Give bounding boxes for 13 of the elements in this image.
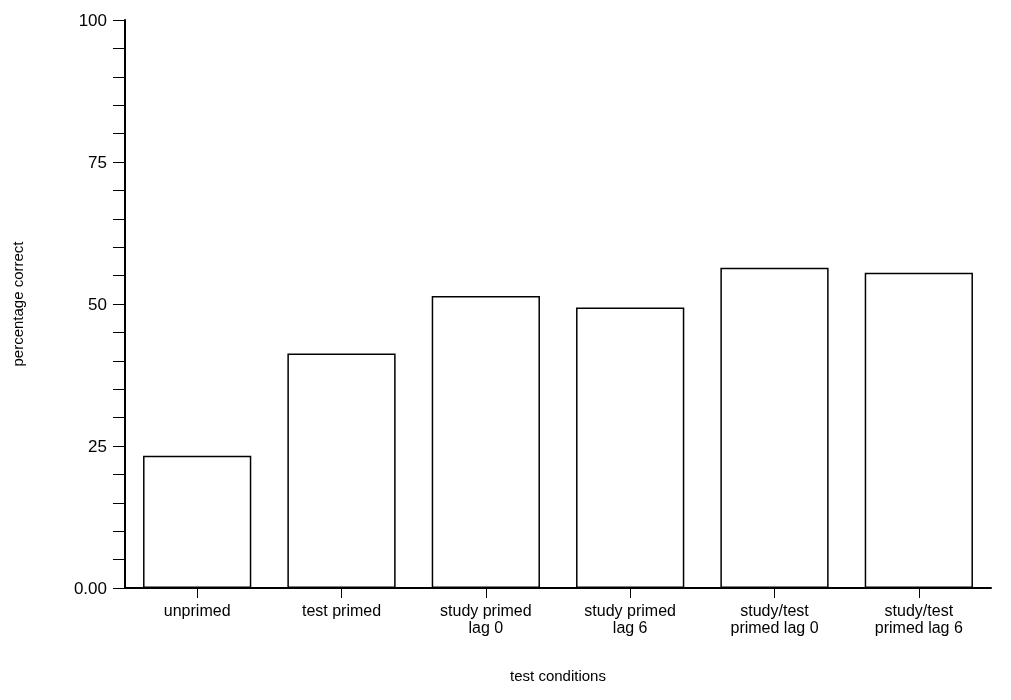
y-tick-label: 50 — [88, 294, 107, 314]
y-tick-label: 0.00 — [73, 578, 107, 598]
x-tick-label: study/test primed lag 0 — [730, 602, 819, 636]
x-tick-label: study primed lag 0 — [440, 602, 532, 636]
x-tick-label: unprimed — [163, 602, 231, 619]
x-axis-title: test conditions — [510, 667, 606, 684]
x-tick-label: study primed lag 6 — [584, 602, 676, 636]
x-tick-label: test primed — [301, 602, 382, 619]
x-tick-label: study/test primed lag 6 — [874, 602, 963, 636]
y-axis-title: percentage correct — [9, 240, 26, 367]
y-tick-label: 25 — [88, 436, 107, 456]
y-tick-label: 100 — [78, 10, 107, 30]
y-tick-label: 75 — [88, 152, 107, 172]
